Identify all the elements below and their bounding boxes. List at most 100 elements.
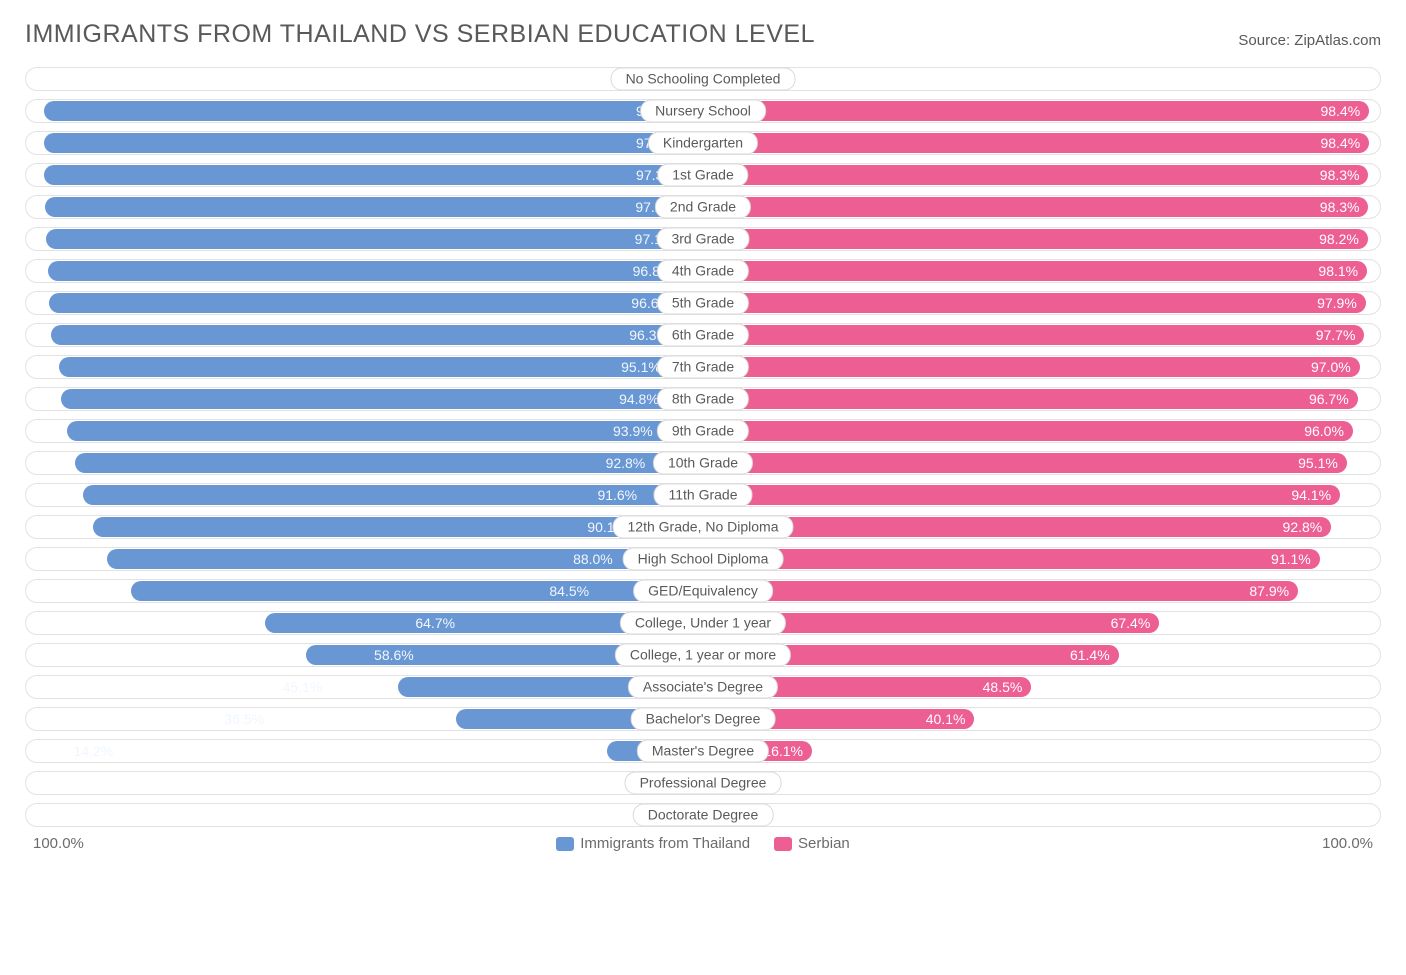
bar-right — [703, 485, 1340, 505]
legend-item-left: Immigrants from Thailand — [556, 835, 750, 852]
row-label: 9th Grade — [657, 420, 749, 443]
row-label: 10th Grade — [653, 452, 753, 475]
diverging-bar-chart: 2.7%1.7%No Schooling Completed97.3%98.4%… — [25, 67, 1381, 827]
bar-right — [703, 453, 1347, 473]
chart-row: 92.8% 95.1% 10th Grade — [25, 451, 1381, 475]
chart-row: 97.2%98.3%2nd Grade — [25, 195, 1381, 219]
chart-row: 91.6% 94.1% 11th Grade — [25, 483, 1381, 507]
row-label: 8th Grade — [657, 388, 749, 411]
bar-right — [703, 549, 1320, 569]
bar-right — [703, 197, 1368, 217]
axis-right-max: 100.0% — [1322, 835, 1373, 852]
bar-right — [703, 101, 1369, 121]
value-right: 48.5% — [974, 676, 1032, 698]
bar-left — [44, 133, 703, 153]
value-right: 92.8% — [1274, 516, 1332, 538]
row-label: Kindergarten — [648, 132, 758, 155]
bar-right — [703, 421, 1353, 441]
value-right: 67.4% — [1102, 612, 1160, 634]
bar-left — [131, 581, 703, 601]
value-left: 14.2% — [64, 740, 122, 762]
value-right: 87.9% — [1240, 580, 1298, 602]
bar-right — [703, 261, 1367, 281]
value-left: 58.6% — [365, 644, 423, 666]
value-left: 93.9% — [604, 420, 662, 442]
chart-row: 90.1%92.8%12th Grade, No Diploma — [25, 515, 1381, 539]
row-label: Nursery School — [640, 100, 766, 123]
value-right: 98.2% — [1310, 228, 1368, 250]
value-left: 36.5% — [215, 708, 273, 730]
bar-left — [46, 229, 703, 249]
row-label: College, Under 1 year — [620, 612, 786, 635]
chart-row: 97.1%98.2%3rd Grade — [25, 227, 1381, 251]
value-left: 84.5% — [540, 580, 598, 602]
value-right: 95.1% — [1289, 452, 1347, 474]
row-label: High School Diploma — [623, 548, 784, 571]
bar-left — [44, 165, 703, 185]
bar-left — [59, 357, 703, 377]
row-label: Doctorate Degree — [633, 804, 774, 827]
value-left: 45.1% — [274, 676, 332, 698]
row-label: GED/Equivalency — [633, 580, 773, 603]
chart-row: 94.8%96.7%8th Grade — [25, 387, 1381, 411]
axis-left-max: 100.0% — [33, 835, 84, 852]
row-label: 1st Grade — [657, 164, 748, 187]
chart-row: 96.8%98.1%4th Grade — [25, 259, 1381, 283]
row-label: Master's Degree — [637, 740, 769, 763]
chart-row: 4.3%4.8%Professional Degree — [25, 771, 1381, 795]
value-right: 91.1% — [1262, 548, 1320, 570]
value-right: 97.9% — [1308, 292, 1366, 314]
value-left: 92.8% — [597, 452, 655, 474]
row-label: 5th Grade — [657, 292, 749, 315]
bar-right — [703, 165, 1368, 185]
source-label: Source: — [1238, 32, 1290, 49]
bar-right — [703, 357, 1360, 377]
value-right: 98.1% — [1309, 260, 1367, 282]
chart-source: Source: ZipAtlas.com — [1238, 32, 1381, 49]
row-label: No Schooling Completed — [611, 68, 796, 91]
row-label: 3rd Grade — [656, 228, 749, 251]
chart-row: 97.3%98.4%Nursery School — [25, 99, 1381, 123]
legend-label-left: Immigrants from Thailand — [580, 835, 750, 852]
bar-left — [48, 261, 703, 281]
legend-item-right: Serbian — [774, 835, 850, 852]
row-label: 7th Grade — [657, 356, 749, 379]
chart-row: 95.1%97.0%7th Grade — [25, 355, 1381, 379]
chart-row: 97.3%98.4%Kindergarten — [25, 131, 1381, 155]
bar-right — [703, 389, 1358, 409]
legend-label-right: Serbian — [798, 835, 850, 852]
bar-right — [703, 325, 1364, 345]
row-label: 6th Grade — [657, 324, 749, 347]
chart-row: 45.1% 48.5% Associate's Degree — [25, 675, 1381, 699]
value-right: 61.4% — [1061, 644, 1119, 666]
chart-row: 96.3%97.7%6th Grade — [25, 323, 1381, 347]
chart-row: 58.6%61.4%College, 1 year or more — [25, 643, 1381, 667]
chart-row: 64.7% 67.4% College, Under 1 year — [25, 611, 1381, 635]
bar-left — [61, 389, 703, 409]
row-label: 11th Grade — [653, 484, 752, 507]
value-right: 97.0% — [1302, 356, 1360, 378]
bar-right — [703, 293, 1366, 313]
value-right: 96.0% — [1295, 420, 1353, 442]
bar-right — [703, 229, 1368, 249]
value-left: 88.0% — [564, 548, 622, 570]
chart-row: 93.9% 96.0% 9th Grade — [25, 419, 1381, 443]
legend-swatch-right — [774, 837, 792, 851]
value-left: 91.6% — [588, 484, 646, 506]
source-link[interactable]: ZipAtlas.com — [1294, 32, 1381, 49]
value-right: 96.7% — [1300, 388, 1358, 410]
chart-row: 96.6%97.9%5th Grade — [25, 291, 1381, 315]
bar-left — [44, 101, 703, 121]
chart-row: 97.3%98.3%1st Grade — [25, 163, 1381, 187]
value-right: 40.1% — [917, 708, 975, 730]
row-label: Associate's Degree — [628, 676, 778, 699]
chart-row: 88.0% 91.1% High School Diploma — [25, 547, 1381, 571]
value-left: 64.7% — [406, 612, 464, 634]
bar-left — [51, 325, 703, 345]
value-right: 98.3% — [1311, 164, 1369, 186]
bar-right — [703, 517, 1331, 537]
bar-left — [49, 293, 703, 313]
value-right: 94.1% — [1282, 484, 1340, 506]
bar-right — [703, 581, 1298, 601]
chart-row: 36.5%40.1%Bachelor's Degree — [25, 707, 1381, 731]
